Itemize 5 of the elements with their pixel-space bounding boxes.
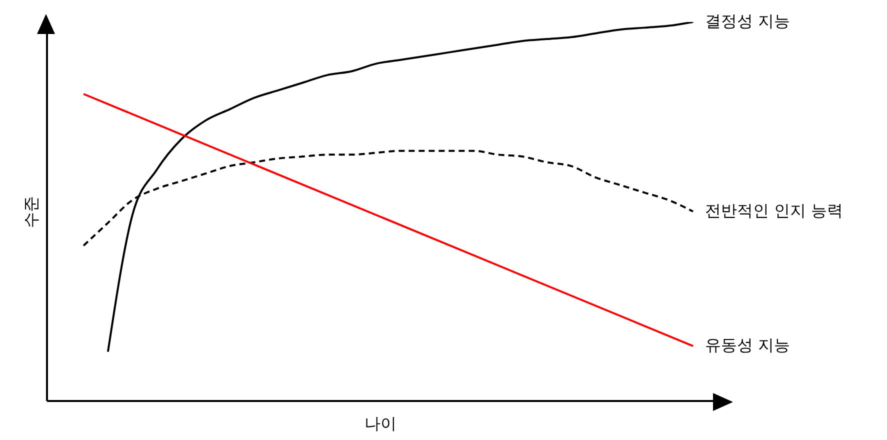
series-label: 유동성 지능 [705,335,790,354]
y-axis-title: 수준 [22,196,42,228]
x-axis-title: 나이 [364,414,398,435]
series-label: 전반적인 인지 능력 [705,200,844,220]
series-label: 결정성 지능 [705,11,790,30]
